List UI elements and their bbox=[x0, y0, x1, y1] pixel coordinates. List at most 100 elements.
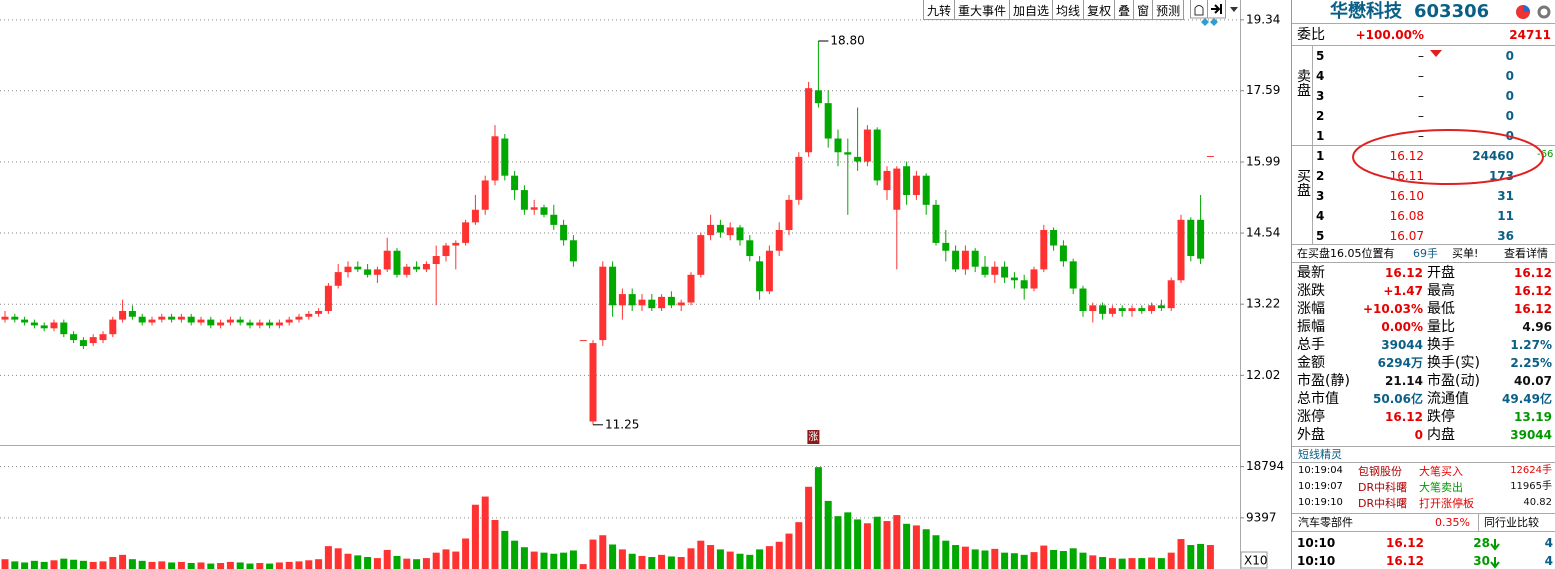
candle-body bbox=[667, 296, 675, 306]
stat-value: 21.14 bbox=[1385, 374, 1423, 388]
volume-bar bbox=[844, 512, 852, 569]
volume-bar bbox=[285, 561, 293, 569]
candle-body bbox=[844, 152, 852, 155]
bid-volume: 31 bbox=[1497, 189, 1514, 203]
stat-value: 2.25% bbox=[1510, 356, 1552, 370]
app-icon[interactable] bbox=[1516, 5, 1530, 19]
toolbar-button[interactable]: 重大事件 bbox=[954, 0, 1011, 20]
volume-bar bbox=[471, 504, 479, 569]
candle-body bbox=[413, 266, 421, 270]
candle-body bbox=[1167, 280, 1175, 309]
candle-body bbox=[618, 294, 626, 306]
stat-label: 跌停 bbox=[1427, 409, 1455, 425]
bid-price: 16.10 bbox=[1389, 189, 1424, 203]
candle-body bbox=[197, 319, 205, 323]
volume-bar bbox=[1128, 558, 1136, 569]
bid-change: -66 bbox=[1537, 149, 1554, 160]
candle-body bbox=[226, 319, 234, 323]
volume-bar bbox=[89, 561, 97, 569]
toolbar-button[interactable]: 加自选 bbox=[1009, 0, 1054, 20]
ratio-label: 委比 bbox=[1297, 27, 1325, 43]
candle-body bbox=[1079, 288, 1087, 312]
volume-bar bbox=[501, 530, 509, 569]
highlight-ellipse bbox=[1352, 129, 1544, 185]
bid-volume: 24460 bbox=[1472, 149, 1514, 163]
candle-body bbox=[285, 319, 293, 323]
candle-body bbox=[481, 180, 489, 210]
volume-bar bbox=[158, 561, 166, 569]
sprite-stock[interactable]: DR中科曙 bbox=[1358, 497, 1408, 510]
toolbar-button[interactable]: 叠 bbox=[1114, 0, 1135, 20]
alert-link[interactable]: 查看详情 bbox=[1504, 247, 1548, 260]
candle-body bbox=[246, 322, 254, 326]
bid-volume: 173 bbox=[1488, 169, 1514, 183]
candle-body bbox=[452, 242, 460, 246]
stat-value: 6294万 bbox=[1377, 356, 1423, 370]
volume-bar bbox=[1050, 549, 1058, 569]
candle-body bbox=[1148, 305, 1156, 312]
bid-price: 16.11 bbox=[1389, 169, 1424, 183]
candle-body bbox=[1206, 155, 1214, 157]
high-label: 18.80 bbox=[830, 33, 864, 47]
volume-bar bbox=[687, 548, 695, 569]
toolbar-button[interactable]: 预测 bbox=[1152, 0, 1185, 20]
volume-bar bbox=[354, 555, 362, 569]
candle-body bbox=[971, 250, 979, 267]
candle-body bbox=[1010, 277, 1018, 281]
volume-bar bbox=[628, 553, 636, 569]
toolbar-button[interactable]: 均线 bbox=[1052, 0, 1085, 20]
chart: X10 19.34 17.59 15.99 14.54 13.22 12.02 18794 9… bbox=[0, 0, 1292, 569]
candle-body bbox=[1059, 245, 1067, 262]
ask-price: – bbox=[1418, 69, 1424, 83]
volume-bar bbox=[236, 562, 244, 569]
stat-label: 外盘 bbox=[1297, 427, 1325, 443]
candle-body bbox=[540, 207, 548, 215]
sprite-action: 大笔卖出 bbox=[1419, 481, 1463, 494]
divider bbox=[1292, 145, 1555, 146]
candle-body bbox=[520, 190, 528, 210]
toolbar-button[interactable]: 九转 bbox=[923, 0, 956, 20]
candle-body bbox=[1197, 219, 1205, 259]
volume-bar bbox=[393, 555, 401, 569]
volume-bar bbox=[217, 563, 225, 569]
volume-bar bbox=[520, 547, 528, 569]
stat-label: 量比 bbox=[1427, 319, 1455, 335]
toolbar-button[interactable]: 窗 bbox=[1133, 0, 1154, 20]
candle-body bbox=[932, 204, 940, 243]
toolbar-button[interactable]: 复权 bbox=[1083, 0, 1116, 20]
candle-body bbox=[952, 250, 960, 270]
volume-bar bbox=[746, 554, 754, 569]
candle-body bbox=[726, 227, 734, 236]
volume-bar bbox=[589, 539, 597, 569]
sprite-stock[interactable]: 包钢股份 bbox=[1358, 465, 1402, 478]
candle-body bbox=[628, 294, 636, 306]
alert-suffix: 买单! bbox=[1452, 247, 1479, 260]
volume-bar bbox=[1040, 545, 1048, 569]
candle-body bbox=[511, 175, 519, 191]
stat-value: +10.03% bbox=[1362, 302, 1423, 316]
volume-bar bbox=[677, 557, 685, 569]
candle-body bbox=[217, 322, 225, 326]
stat-label: 内盘 bbox=[1427, 427, 1455, 443]
volume-bar bbox=[373, 558, 381, 569]
volume-bar bbox=[1099, 557, 1107, 569]
volume-bar bbox=[991, 548, 999, 569]
volume-bar bbox=[834, 516, 842, 569]
volume-bar bbox=[863, 523, 871, 569]
settings-icon[interactable] bbox=[1537, 5, 1551, 19]
volume-bar bbox=[942, 540, 950, 569]
dropdown-icon[interactable] bbox=[1230, 7, 1238, 12]
candle-body bbox=[119, 311, 127, 320]
volume-bar bbox=[21, 562, 29, 569]
volume-bar bbox=[403, 558, 411, 569]
sprite-stock[interactable]: DR中科曙 bbox=[1358, 481, 1408, 494]
volume-bar bbox=[1079, 552, 1087, 569]
stat-label: 涨跌 bbox=[1297, 283, 1325, 299]
sector-link[interactable]: 同行业比较 bbox=[1484, 516, 1539, 529]
divider bbox=[1292, 262, 1555, 263]
candle-body bbox=[599, 266, 607, 341]
volume-bar bbox=[1, 559, 9, 569]
down-arrow bbox=[1490, 557, 1500, 569]
sector-change: 0.35% bbox=[1435, 516, 1470, 529]
